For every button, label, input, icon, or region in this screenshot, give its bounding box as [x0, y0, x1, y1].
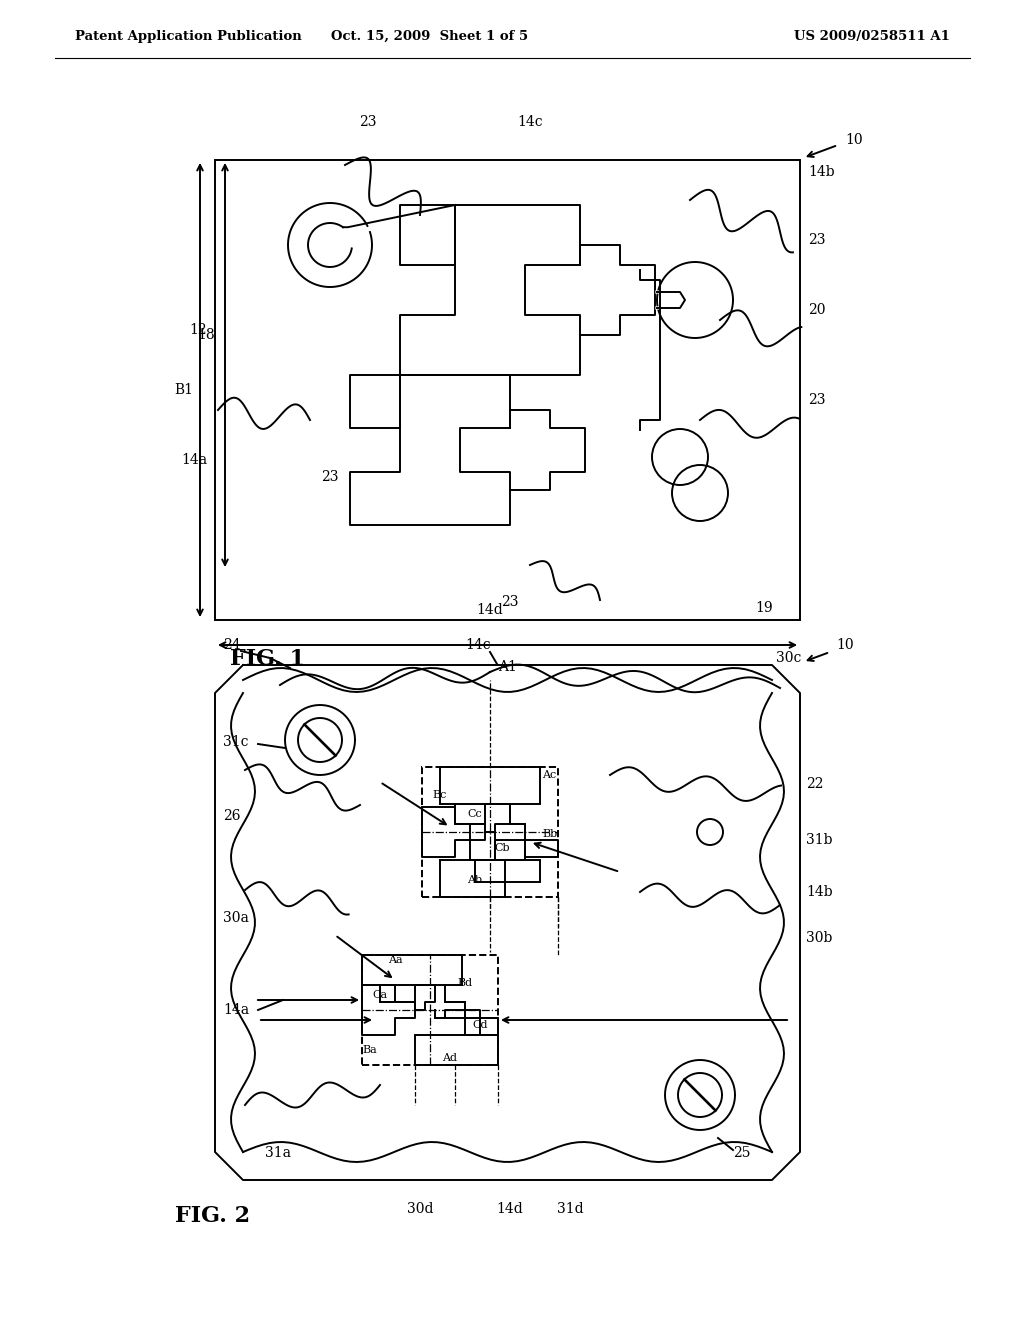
Text: 10: 10 [836, 638, 854, 652]
Text: 20: 20 [808, 304, 825, 317]
Text: Cc: Cc [468, 809, 482, 818]
Bar [362, 954, 498, 1065]
Text: 23: 23 [322, 470, 339, 484]
Bar [440, 767, 540, 804]
Text: Patent Application Publication: Patent Application Publication [75, 30, 302, 44]
Text: 31b: 31b [806, 833, 833, 847]
Text: 30a: 30a [223, 911, 249, 925]
Bar [415, 1035, 498, 1065]
Text: Cd: Cd [472, 1020, 487, 1030]
Text: Ac: Ac [542, 770, 556, 780]
Text: 14d: 14d [476, 603, 504, 616]
Text: 25: 25 [733, 1146, 751, 1160]
Text: 14d: 14d [497, 1203, 523, 1216]
Text: 26: 26 [223, 809, 241, 822]
Text: Ab: Ab [467, 875, 482, 884]
Text: Oct. 15, 2009  Sheet 1 of 5: Oct. 15, 2009 Sheet 1 of 5 [332, 30, 528, 44]
Text: 18: 18 [198, 327, 215, 342]
Text: 23: 23 [808, 393, 825, 407]
Text: A1: A1 [498, 660, 517, 675]
Bar [362, 954, 462, 985]
Bar [422, 767, 558, 898]
Text: 31a: 31a [265, 1146, 291, 1160]
Text: Bd: Bd [458, 978, 472, 987]
Text: 24: 24 [223, 638, 241, 652]
Text: 14a: 14a [223, 1003, 249, 1016]
Bar [440, 861, 505, 898]
Text: 10: 10 [845, 133, 862, 147]
Text: 23: 23 [359, 115, 377, 129]
Text: 30c: 30c [776, 651, 802, 665]
Text: 31d: 31d [557, 1203, 584, 1216]
Bar [475, 861, 540, 882]
Text: 14c: 14c [517, 115, 543, 129]
Text: 12: 12 [189, 323, 207, 337]
Text: Aa: Aa [388, 954, 402, 965]
Text: 19: 19 [755, 601, 773, 615]
Text: Bc: Bc [432, 789, 447, 800]
Text: Ba: Ba [362, 1045, 377, 1055]
Text: Ca: Ca [373, 990, 387, 1001]
Text: Cb: Cb [495, 843, 510, 853]
Text: 14a: 14a [181, 453, 207, 467]
Text: US 2009/0258511 A1: US 2009/0258511 A1 [795, 30, 950, 44]
Text: Ad: Ad [442, 1053, 458, 1063]
Text: FIG. 1: FIG. 1 [230, 648, 305, 671]
Text: 14c: 14c [465, 638, 490, 652]
Text: 30d: 30d [407, 1203, 433, 1216]
Text: B1: B1 [174, 383, 193, 397]
Text: FIG. 2: FIG. 2 [175, 1205, 250, 1228]
Bar [215, 160, 800, 620]
Text: 14b: 14b [808, 165, 835, 180]
Text: Bb: Bb [542, 829, 557, 840]
Text: 14b: 14b [806, 884, 833, 899]
Text: 30b: 30b [806, 931, 833, 945]
Text: 23: 23 [502, 595, 519, 609]
Text: 23: 23 [808, 234, 825, 247]
Text: 31c: 31c [223, 735, 249, 748]
Text: 22: 22 [806, 777, 823, 791]
